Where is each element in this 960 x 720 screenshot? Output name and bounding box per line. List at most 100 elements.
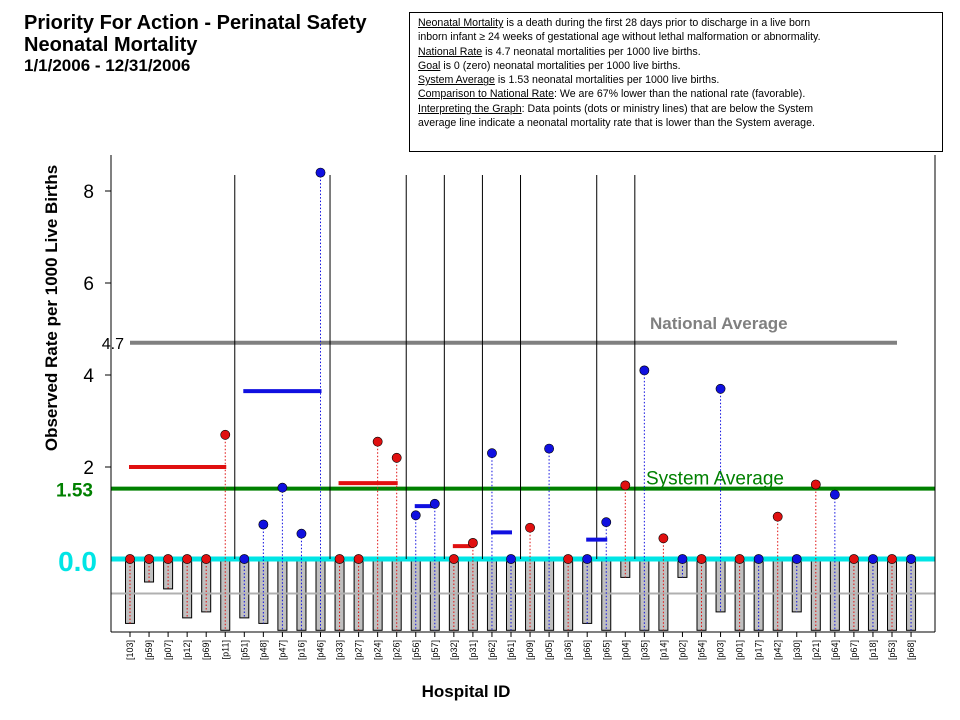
x-tick-label: [p48] [258, 640, 268, 660]
x-tick-label: [p67] [849, 640, 859, 660]
data-point [220, 429, 231, 440]
x-tick-label: [p65] [601, 640, 611, 660]
x-tick-label: [p66] [582, 640, 592, 660]
date-range: 1/1/2006 - 12/31/2006 [24, 56, 191, 75]
x-tick-label: [p26] [392, 640, 402, 660]
y-axis-title: Observed Rate per 1000 Live Births [42, 165, 61, 451]
data-point [277, 482, 288, 493]
x-tick-label: [p56] [411, 640, 421, 660]
info-line: System Average is 1.53 neonatal mortalit… [418, 74, 720, 87]
labels-layer: 2 4 6 8 [103] [p59] [p07] [p12] [p69] [p11] [p51] [… [42, 165, 916, 701]
data-point [467, 538, 478, 548]
data-point [849, 554, 859, 564]
info-line: Interpreting the Graph: Data points (dot… [418, 102, 814, 115]
x-tick-label: [p01] [735, 640, 745, 660]
x-tick-label: [p64] [830, 640, 840, 660]
x-tick-label: [p21] [811, 640, 821, 660]
info-line: average line indicate a neonatal mortali… [418, 117, 815, 130]
bar [315, 558, 326, 631]
data-point [887, 554, 897, 564]
y-tick-label: 4 [83, 366, 94, 387]
y-tick-label: 6 [83, 274, 94, 295]
data-point [582, 554, 593, 564]
data-point [487, 448, 497, 459]
x-tick-label: [p57] [430, 640, 440, 660]
data-point [201, 554, 212, 564]
x-tick-label: [p03] [716, 640, 726, 660]
data-point [506, 554, 516, 564]
data-point [868, 554, 878, 564]
data-point [620, 480, 631, 491]
goal-tick-label: 0.0 [58, 546, 97, 577]
x-tick-label: [p18] [868, 640, 878, 660]
data-point [906, 554, 916, 564]
x-tick-label: [p62] [487, 640, 497, 660]
x-tick-label: [p12] [182, 640, 192, 660]
x-tick-label: [p17] [754, 640, 764, 660]
data-point [829, 489, 840, 500]
info-line: inborn infant ≥ 24 weeks of gestational … [418, 31, 821, 44]
data-point [410, 510, 421, 521]
data-point [563, 554, 574, 564]
definition-info-box: Neonatal Mortality is a death during the… [409, 12, 943, 152]
data-point [125, 554, 135, 564]
national-average-label: National Average [650, 314, 788, 333]
bar [544, 558, 555, 631]
data-point [296, 528, 307, 539]
data-point [810, 479, 821, 490]
info-line: National Rate is 4.7 neonatal mortalitie… [418, 45, 701, 58]
data-point [372, 436, 383, 447]
chart-title-line2: Neonatal Mortality [24, 34, 198, 56]
chart-header: Priority For Action - Perinatal Safety N… [24, 12, 367, 76]
x-tick-label: [p11] [220, 640, 230, 659]
bar [372, 558, 383, 631]
data-point [753, 554, 764, 564]
data-point [696, 554, 707, 564]
droplines-layer [129, 172, 912, 631]
ministry-lines-layer [129, 389, 608, 549]
y-tick-label: 2 [83, 458, 94, 479]
x-tick-label: [p04] [620, 640, 630, 660]
data-point [429, 498, 440, 509]
info-line: Comparison to National Rate: We are 67% … [418, 88, 806, 101]
bar [410, 558, 421, 631]
x-tick-label: [p47] [277, 640, 287, 660]
x-tick-label: [p69] [201, 640, 211, 660]
data-point [144, 554, 154, 564]
bar [467, 558, 478, 631]
bar [220, 558, 231, 631]
system-average-label: System Average [646, 469, 784, 490]
x-tick-label: [p05] [544, 640, 554, 660]
data-point [315, 167, 326, 178]
data-point [772, 511, 783, 522]
x-tick-label: [p35] [639, 640, 649, 660]
y-tick-label: 8 [83, 182, 94, 203]
data-point [639, 365, 650, 376]
x-tick-label: [p51] [239, 640, 249, 660]
data-point [448, 554, 459, 564]
bar [620, 558, 631, 578]
data-point [239, 554, 250, 564]
data-point [334, 554, 345, 564]
chart-title-line1: Priority For Action - Perinatal Safety [24, 12, 367, 34]
national-average-tick-label: 4.7 [102, 336, 124, 353]
axes-layer [105, 155, 936, 637]
x-tick-label: [p36] [563, 640, 573, 660]
data-point [353, 554, 364, 564]
data-point [677, 554, 688, 564]
data-point [715, 383, 726, 394]
x-tick-label: [p27] [354, 640, 364, 660]
data-point [791, 554, 802, 564]
x-tick-label: [p09] [525, 640, 535, 660]
info-line: Goal is 0 (zero) neonatal mortalities pe… [418, 59, 681, 72]
x-tick-label: [p24] [373, 640, 383, 660]
data-point [544, 443, 554, 454]
x-tick-label: [p53] [887, 640, 897, 660]
bar [601, 558, 612, 631]
x-tick-label: [p31] [468, 640, 478, 660]
x-tick-label: [p42] [773, 640, 783, 660]
data-points-layer [125, 167, 916, 564]
x-tick-label: [p59] [144, 640, 154, 660]
x-tick-label: [p61] [506, 640, 516, 660]
data-point [734, 554, 745, 564]
